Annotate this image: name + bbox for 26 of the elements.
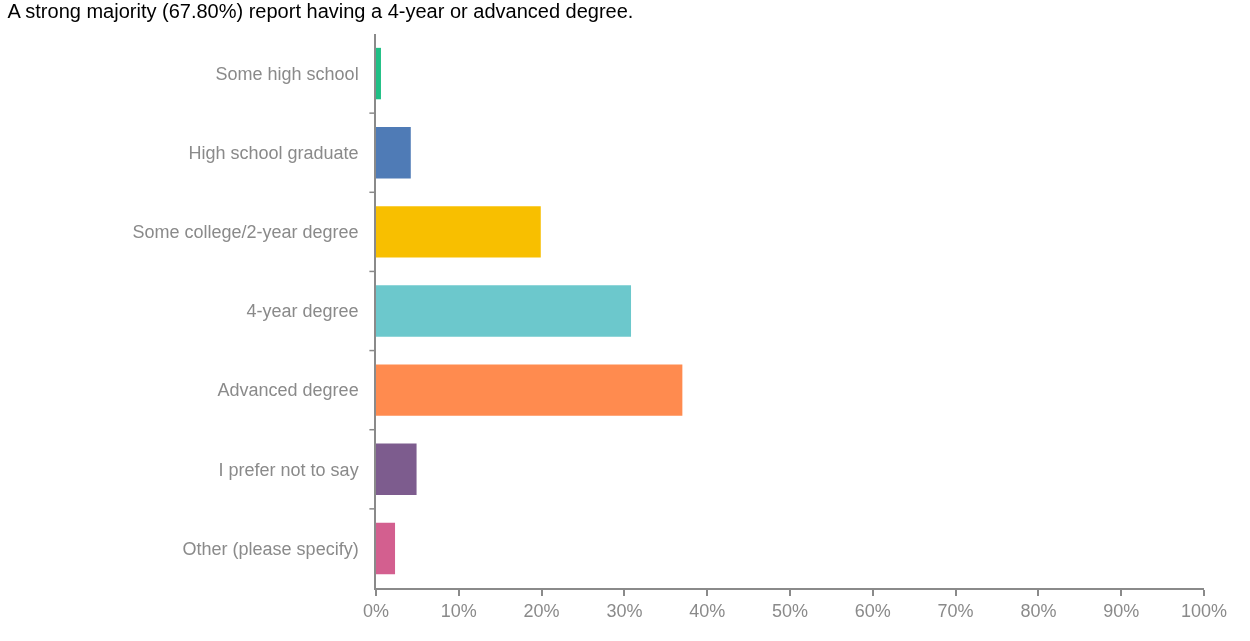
x-tick-label: 90%: [1103, 601, 1140, 622]
y-tick-label: Some high school: [215, 63, 359, 84]
bar: [376, 443, 417, 496]
y-tick-label: Advanced degree: [217, 380, 359, 401]
bar: [376, 47, 381, 100]
bar: [376, 206, 541, 258]
y-tick-label: High school graduate: [188, 143, 359, 164]
bar: [376, 285, 632, 337]
x-tick-label: 60%: [854, 601, 891, 622]
x-tick-label: 10%: [440, 601, 477, 622]
chart-title: A strong majority (67.80%) report having a 4-year or advanced degree.: [7, 0, 634, 22]
x-tick-label: 40%: [689, 601, 726, 622]
x-tick-label: 50%: [771, 601, 809, 622]
y-tick-label: I prefer not to say: [218, 459, 359, 480]
x-tick-label: 80%: [1020, 601, 1057, 622]
x-tick-label: 20%: [523, 601, 560, 622]
bar: [376, 364, 683, 416]
y-tick-label: 4-year degree: [246, 301, 359, 322]
x-tick-label: 100%: [1180, 601, 1228, 622]
x-tick-label: 70%: [937, 601, 974, 622]
y-tick-label: Other (please specify): [182, 538, 359, 559]
x-tick-label: 0%: [362, 601, 390, 622]
y-tick-label: Some college/2-year degree: [132, 222, 359, 243]
bar: [376, 522, 396, 575]
x-tick-label: 30%: [606, 601, 643, 622]
bar: [376, 126, 411, 179]
